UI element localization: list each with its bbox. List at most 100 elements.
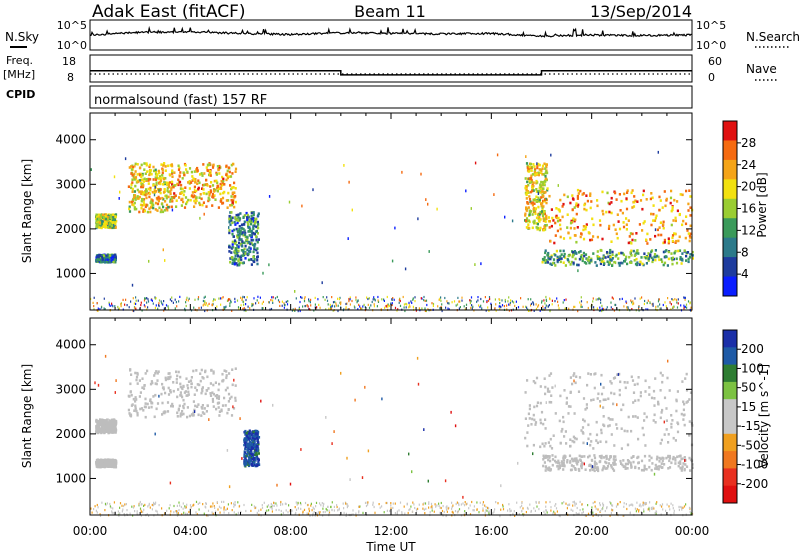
power-noise-cell [612, 297, 614, 300]
power-echo-cell [171, 180, 174, 184]
power-noise-cell [683, 296, 685, 299]
vel-noise-cell [647, 508, 649, 511]
vel-echo-cell [602, 465, 605, 468]
power-echo-cell [105, 259, 109, 263]
vel-echo-cell [243, 455, 246, 459]
power-noise-cell [408, 303, 410, 306]
vel-echo-cell [250, 433, 253, 437]
power-echo-cell [213, 179, 216, 183]
power-echo-cell [546, 261, 549, 264]
vel-echo-cell [670, 414, 673, 417]
power-noise-cell [545, 295, 547, 299]
power-echo-cell [231, 200, 234, 203]
power-echo-cell [110, 219, 114, 223]
power-noise-cell [335, 304, 337, 307]
vel-echo-cell [193, 393, 196, 396]
power-echo-cell [182, 200, 185, 204]
power-echo-cell [140, 175, 143, 179]
vel-noise-cell [446, 510, 448, 513]
power-echo-cell [128, 207, 131, 211]
power-noise-cell [318, 303, 320, 306]
power-echo-cell [147, 179, 150, 182]
power-echo-cell [235, 262, 238, 265]
power-echo-cell [250, 235, 253, 239]
power-echo-cell [130, 165, 133, 168]
vel-noise-cell [320, 504, 322, 507]
power-echo-cell [541, 202, 544, 205]
vel-echo-cell [255, 432, 258, 436]
vel-echo-cell [594, 466, 598, 469]
vel-noise-cell [322, 511, 324, 514]
power-echo-cell [250, 218, 253, 221]
power-echo-cell [611, 250, 614, 254]
power-echo-cell [167, 183, 170, 186]
power-sparse-cell [348, 180, 350, 184]
power-sparse-cell [526, 168, 529, 172]
power-noise-cell [301, 296, 303, 299]
power-echo-cell [641, 207, 644, 211]
vel-echo-cell [679, 460, 682, 463]
power-echo-cell [234, 257, 237, 260]
vel-noise-cell [460, 503, 462, 506]
vel-echo-cell [204, 370, 207, 374]
power-noise-cell [393, 298, 395, 301]
vel-echo-cell [257, 452, 260, 455]
vel-noise-cell [213, 505, 215, 508]
power-noise-cell [158, 299, 161, 302]
power-noise-cell [489, 297, 491, 301]
power-noise-cell [355, 298, 357, 302]
power-echo-cell [206, 163, 209, 167]
vel-echo-cell [104, 461, 107, 464]
power-noise-cell [652, 304, 654, 307]
power-echo-cell [198, 201, 201, 205]
vel-noise-cell [372, 503, 374, 506]
power-echo-cell [571, 219, 575, 222]
vel-noise-cell [434, 503, 436, 506]
power-echo-cell [106, 258, 109, 261]
power-echo-cell [105, 256, 108, 260]
vel-noise-cell [184, 506, 186, 509]
vel-echo-cell [143, 405, 146, 409]
vel-echo-cell [644, 390, 647, 393]
vel-noise-cell [273, 502, 275, 505]
power-sparse-cell [119, 190, 121, 194]
power-noise-cell [285, 300, 287, 303]
power-echo-cell [573, 250, 576, 253]
vel-echo-cell [643, 464, 646, 468]
vel-echo-cell [257, 447, 260, 450]
vel-echo-cell [113, 430, 116, 434]
power-noise-cell [328, 307, 330, 310]
power-echo-cell [602, 260, 605, 263]
vel-echo-cell [256, 436, 259, 440]
power-noise-cell [268, 301, 270, 304]
power-echo-cell [582, 251, 585, 255]
vel-noise-cell [148, 504, 150, 507]
power-echo-cell [680, 262, 683, 265]
vel-echo-cell [544, 418, 547, 421]
vel-noise-cell [683, 505, 686, 508]
power-echo-cell [689, 214, 692, 217]
power-noise-cell [212, 300, 214, 303]
power-echo-cell [640, 256, 643, 259]
vel-echo-cell [248, 450, 251, 454]
power-echo-cell [600, 260, 603, 263]
vel-noise-cell [458, 502, 460, 505]
power-echo-cell [252, 231, 255, 235]
power-echo-cell [531, 226, 534, 230]
power-echo-cell [601, 237, 604, 241]
power-echo-cell [256, 220, 259, 224]
power-noise-cell [256, 299, 258, 302]
power-sparse-cell [577, 269, 579, 273]
vel-echo-cell [249, 443, 252, 447]
power-noise-cell [303, 297, 306, 300]
power-echo-cell [229, 204, 232, 207]
vel-echo-cell [243, 440, 246, 443]
vel-echo-cell [135, 398, 138, 401]
power-noise-cell [374, 299, 376, 302]
power-noise-cell [408, 301, 410, 304]
vel-noise-cell [465, 503, 467, 506]
power-echo-cell [205, 178, 208, 182]
vel-echo-cell [573, 440, 576, 444]
vel-echo-cell [688, 420, 691, 423]
power-noise-cell [100, 306, 103, 309]
